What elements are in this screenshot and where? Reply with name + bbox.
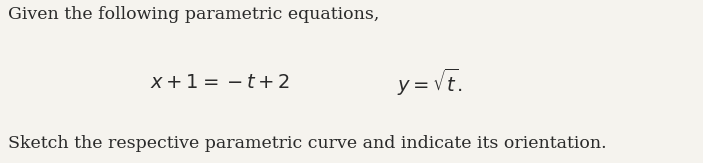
- Text: Sketch the respective parametric curve and indicate its orientation.: Sketch the respective parametric curve a…: [8, 135, 607, 152]
- Text: $y=\sqrt{t}.$: $y=\sqrt{t}.$: [397, 66, 463, 98]
- Text: Given the following parametric equations,: Given the following parametric equations…: [8, 6, 380, 23]
- Text: $x+1=-t+2$: $x+1=-t+2$: [150, 73, 290, 91]
